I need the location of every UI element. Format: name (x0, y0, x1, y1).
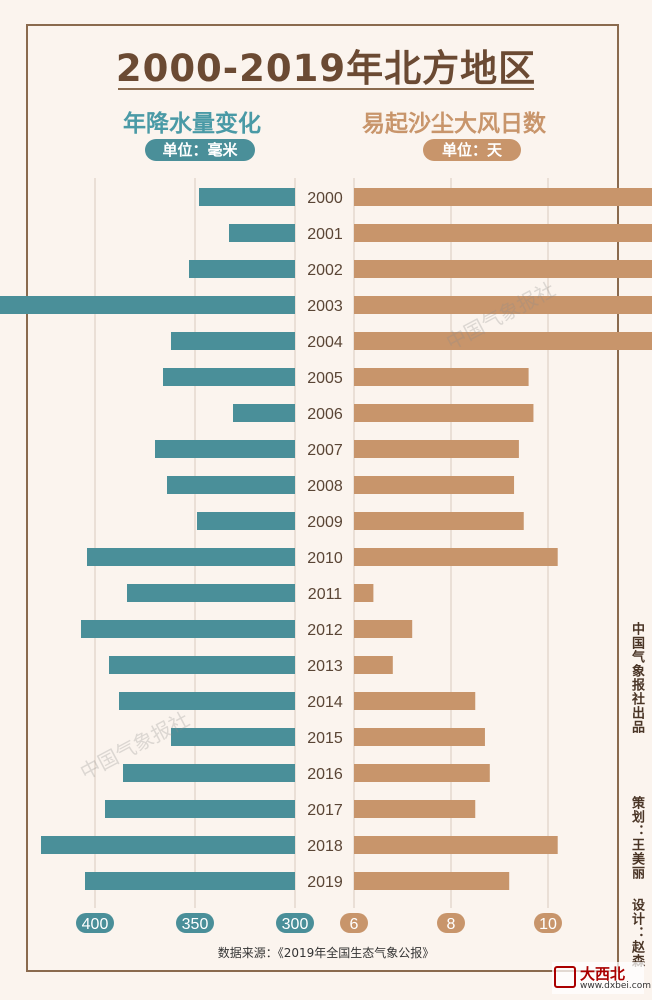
site-logo-url: www.dxbei.com (580, 981, 651, 991)
dust-wind-days-bar (354, 728, 485, 746)
year-label: 2010 (307, 550, 343, 567)
dust-wind-days-bar (354, 656, 393, 674)
left-tick-label: 300 (282, 916, 309, 933)
year-label: 2004 (307, 334, 343, 351)
precipitation-bar (87, 548, 295, 566)
year-label: 2018 (307, 838, 343, 855)
year-label: 2011 (308, 586, 343, 603)
right-tick-label: 10 (539, 916, 557, 933)
dust-wind-days-bar (354, 404, 534, 422)
precipitation-bar (233, 404, 295, 422)
left-series-header: 年降水量变化 (123, 111, 261, 137)
dust-wind-days-bar (354, 476, 515, 494)
dust-wind-days-bar (354, 584, 374, 602)
precipitation-bar (155, 440, 295, 458)
planner-credit: 策划：王美丽 (629, 796, 644, 880)
dust-wind-days-bar (354, 620, 413, 638)
dust-wind-days-bar (354, 440, 519, 458)
dust-wind-days-bar (354, 836, 558, 854)
year-label: 2005 (307, 370, 343, 387)
dust-wind-days-bar (354, 368, 529, 386)
precipitation-bar (167, 476, 295, 494)
precipitation-bar (171, 332, 295, 350)
year-label: 2012 (307, 622, 343, 639)
designer-credit: 设计：赵森 (629, 898, 644, 968)
precipitation-bar (81, 620, 295, 638)
year-label: 2008 (307, 478, 343, 495)
dust-wind-days-bar (354, 332, 652, 350)
site-logo-name: 大西北 (580, 965, 626, 983)
precipitation-bar (229, 224, 295, 242)
precipitation-bar (171, 728, 295, 746)
left-tick-label: 350 (182, 916, 209, 933)
year-label: 2016 (307, 766, 343, 783)
year-label: 2007 (307, 442, 343, 459)
left-tick-badge (276, 913, 314, 933)
year-label: 2003 (307, 298, 343, 315)
year-label: 2000 (307, 190, 343, 207)
left-tick-badge (176, 913, 214, 933)
year-label: 2017 (307, 802, 343, 819)
seal-icon (554, 966, 576, 988)
right-tick-badge (437, 913, 465, 933)
year-label: 2006 (307, 406, 343, 423)
year-label: 2019 (307, 874, 343, 891)
precipitation-bar (119, 692, 295, 710)
precipitation-bar (109, 656, 295, 674)
right-tick-badge (340, 913, 368, 933)
year-label: 2002 (307, 262, 343, 279)
dust-wind-days-bar (354, 260, 652, 278)
precipitation-bar (189, 260, 295, 278)
left-tick-label: 400 (82, 916, 109, 933)
dust-wind-days-bar (354, 224, 652, 242)
year-label: 2014 (307, 694, 343, 711)
precipitation-bar (0, 296, 295, 314)
title-underline (118, 88, 534, 90)
precipitation-bar (41, 836, 295, 854)
precipitation-bar (127, 584, 295, 602)
dust-wind-days-bar (354, 692, 476, 710)
dust-wind-days-bar (354, 800, 476, 818)
left-unit-badge: 单位：毫米 (145, 139, 255, 161)
dust-wind-days-bar (354, 872, 510, 890)
right-unit-badge: 单位：天 (423, 139, 521, 161)
dust-wind-days-bar (354, 548, 558, 566)
page-title: 2000-2019年北方地区 (115, 47, 537, 90)
right-tick-label: 6 (350, 916, 359, 933)
year-label: 2015 (307, 730, 343, 747)
dust-wind-days-bar (354, 296, 652, 314)
dust-wind-days-bar (354, 188, 652, 206)
left-tick-badge (76, 913, 114, 933)
precipitation-bar (105, 800, 295, 818)
precipitation-bar (199, 188, 295, 206)
right-series-header: 易起沙尘大风日数 (362, 111, 546, 137)
dust-wind-days-bar (354, 764, 490, 782)
right-tick-label: 8 (447, 916, 456, 933)
year-label: 2009 (307, 514, 343, 531)
year-label: 2001 (307, 226, 343, 243)
data-source: 数据来源：《2019年全国生态气象公报》 (217, 946, 435, 960)
outer-frame (26, 24, 619, 972)
precipitation-bar (197, 512, 295, 530)
precipitation-bar (163, 368, 295, 386)
site-logo[interactable]: 大西北 www.dxbei.com (552, 962, 651, 994)
publisher-credit: 中国气象报社出品 (629, 622, 644, 734)
right-tick-badge (534, 913, 562, 933)
year-label: 2013 (307, 658, 343, 675)
precipitation-bar (85, 872, 295, 890)
precipitation-bar (123, 764, 295, 782)
dust-wind-days-bar (354, 512, 524, 530)
